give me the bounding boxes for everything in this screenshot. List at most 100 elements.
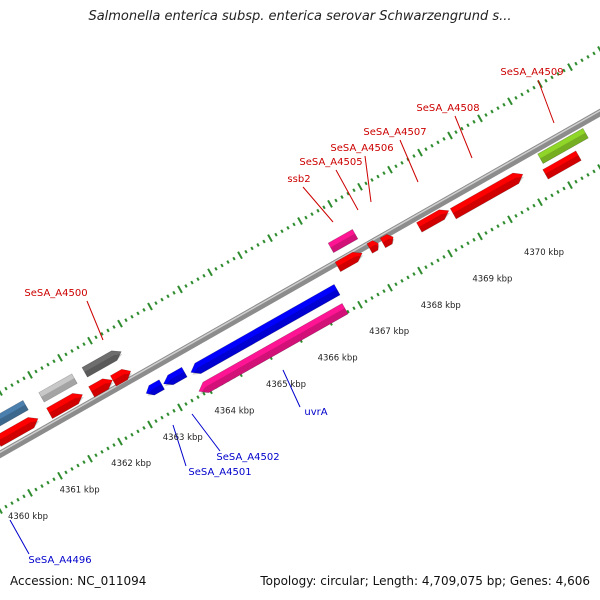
scale-label: 4362 kbp bbox=[111, 459, 151, 469]
tick-mark bbox=[177, 403, 183, 412]
gene-feature bbox=[88, 378, 114, 398]
tick-mark bbox=[472, 119, 476, 124]
tick-mark bbox=[220, 263, 224, 268]
tick-mark bbox=[507, 215, 513, 224]
gene-feature-body bbox=[190, 284, 341, 374]
gene-feature-shade bbox=[545, 155, 582, 180]
tick-mark bbox=[556, 72, 560, 76]
scale-label: 4368 kbp bbox=[421, 301, 461, 311]
gene-label[interactable]: SeSA_A4496 bbox=[28, 555, 91, 566]
tick-mark bbox=[532, 203, 536, 208]
tick-mark bbox=[304, 215, 308, 220]
gene-feature bbox=[145, 379, 165, 396]
tick-mark bbox=[166, 294, 170, 299]
gene-label[interactable]: uvrA bbox=[304, 407, 327, 418]
gene-label[interactable]: SeSA_A4500 bbox=[24, 288, 87, 299]
tick-mark bbox=[567, 181, 573, 190]
gene-feature-shade bbox=[330, 233, 358, 253]
gene-feature-shade bbox=[91, 382, 114, 398]
tick-mark bbox=[274, 232, 278, 237]
tick-mark bbox=[484, 113, 488, 117]
tick-mark bbox=[562, 186, 566, 191]
gene-feature-body bbox=[109, 368, 132, 387]
topology-label: Topology: bbox=[260, 574, 317, 588]
tick-mark bbox=[202, 273, 206, 278]
tick-mark bbox=[142, 426, 146, 430]
scale-label: 4363 kbp bbox=[163, 433, 203, 443]
tick-mark bbox=[154, 419, 158, 423]
tick-mark bbox=[0, 506, 3, 514]
tick-mark bbox=[27, 488, 33, 497]
gene-label[interactable]: SeSA_A4501 bbox=[188, 467, 251, 478]
gene-label[interactable]: SeSA_A4506 bbox=[330, 143, 393, 154]
tick-mark bbox=[370, 296, 374, 300]
tick-mark bbox=[57, 353, 63, 362]
tick-mark bbox=[292, 222, 296, 227]
tick-mark bbox=[214, 266, 218, 271]
tick-mark bbox=[447, 131, 453, 140]
tick-mark bbox=[250, 246, 254, 251]
gene-feature-body bbox=[81, 350, 122, 378]
tick-mark bbox=[597, 46, 600, 54]
gene-label[interactable]: SeSA_A4505 bbox=[299, 157, 362, 168]
genes-label: Genes: bbox=[509, 574, 552, 588]
tick-mark bbox=[562, 68, 566, 73]
tick-mark bbox=[567, 63, 573, 72]
tick-mark bbox=[436, 140, 440, 145]
tick-mark bbox=[147, 302, 153, 311]
tick-mark bbox=[496, 224, 500, 229]
tick-mark bbox=[334, 198, 338, 203]
topology-value: circular bbox=[320, 574, 365, 588]
tick-mark bbox=[454, 248, 458, 252]
tick-mark bbox=[436, 258, 440, 263]
tick-mark bbox=[184, 284, 188, 288]
tick-mark bbox=[550, 193, 554, 198]
tick-mark bbox=[387, 165, 393, 174]
gene-feature-shade bbox=[418, 212, 451, 233]
gene-feature-body bbox=[198, 303, 349, 393]
tick-mark bbox=[142, 308, 146, 312]
accession-text: Accession: NC_011094 bbox=[10, 574, 146, 588]
accession-label: Accession: bbox=[10, 574, 74, 588]
tick-mark bbox=[117, 437, 123, 446]
tick-mark bbox=[580, 176, 584, 181]
tick-mark bbox=[417, 148, 423, 157]
tick-mark bbox=[364, 181, 368, 186]
tick-mark bbox=[406, 275, 410, 280]
tick-mark bbox=[592, 51, 596, 56]
tick-mark bbox=[70, 349, 74, 353]
tick-mark bbox=[430, 143, 434, 148]
gene-label[interactable]: SeSA_A4509 bbox=[500, 67, 563, 78]
tick-mark bbox=[196, 395, 200, 400]
tick-mark bbox=[130, 432, 134, 437]
tick-mark bbox=[160, 415, 164, 420]
label-leader-line bbox=[537, 79, 555, 124]
gene-feature-body bbox=[0, 417, 39, 447]
tick-mark bbox=[232, 256, 236, 261]
tick-mark bbox=[256, 243, 260, 247]
tick-mark bbox=[502, 102, 506, 107]
tick-mark bbox=[237, 251, 243, 260]
tick-mark bbox=[580, 58, 584, 63]
gene-label[interactable]: SeSA_A4502 bbox=[216, 452, 279, 463]
gene-label[interactable]: ssb2 bbox=[287, 174, 310, 185]
gene-feature bbox=[537, 128, 589, 164]
gene-labels: SeSA_A4509 SeSA_A4508 SeSA_A4507 SeSA_A4506… bbox=[24, 67, 563, 566]
tick-mark bbox=[346, 309, 350, 314]
gene-label[interactable]: SeSA_A4508 bbox=[416, 103, 479, 114]
tick-mark bbox=[526, 89, 530, 93]
tick-mark bbox=[592, 169, 596, 174]
gene-feature-shade bbox=[41, 378, 78, 403]
tick-mark bbox=[340, 195, 344, 199]
tick-mark bbox=[34, 369, 38, 374]
tick-mark bbox=[46, 480, 50, 485]
tick-mark bbox=[460, 244, 464, 249]
tick-mark bbox=[352, 188, 356, 193]
tick-mark bbox=[387, 283, 393, 292]
gene-feature-body bbox=[366, 240, 379, 254]
tick-mark bbox=[0, 388, 3, 396]
label-leader-line bbox=[9, 519, 30, 555]
gene-label[interactable]: SeSA_A4507 bbox=[363, 127, 426, 138]
tick-mark bbox=[502, 220, 506, 225]
gene-feature-shade bbox=[84, 353, 123, 378]
